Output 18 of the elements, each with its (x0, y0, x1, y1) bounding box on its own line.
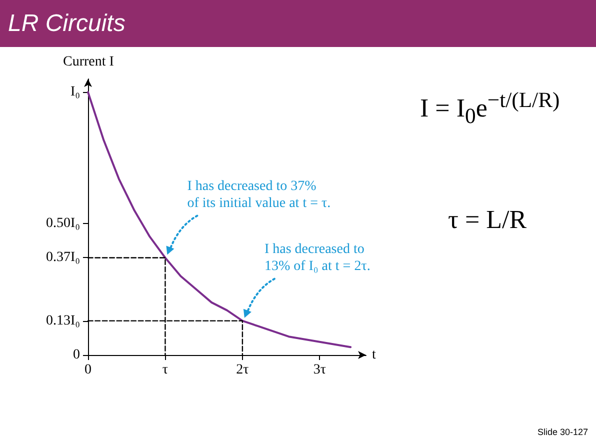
text: Slide 30-127 (537, 427, 588, 437)
line-series (87, 91, 352, 348)
x-tick-label: 0 (84, 362, 92, 378)
x-tick-label: 2τ (236, 362, 250, 378)
y-tick-label: I₀ (70, 84, 80, 100)
y-tick-label: 0.37I₀ (46, 250, 80, 266)
y-tick-label: 0.13I₀ (46, 313, 80, 328)
y-tick-label: 0 (73, 348, 80, 362)
text: τ = L/R (448, 205, 527, 235)
annotation: I has decreased to 37% of its initial value at t = τ. (187, 178, 331, 212)
y-tick-label: 0.50I₀ (46, 216, 80, 232)
chart-title: LR Circuits (0, 0, 596, 47)
annotation: I has decreased to 13% of I₀ at t = 2τ. (264, 240, 370, 275)
x-tick-label: τ (162, 362, 168, 378)
x-axis-title: t (372, 348, 376, 362)
text: I = I$_{0}$e$^{−t/(L/R)}$ (420, 88, 560, 129)
x-tick-label: 3τ (313, 362, 326, 378)
y-axis-title: Current I (63, 54, 114, 70)
